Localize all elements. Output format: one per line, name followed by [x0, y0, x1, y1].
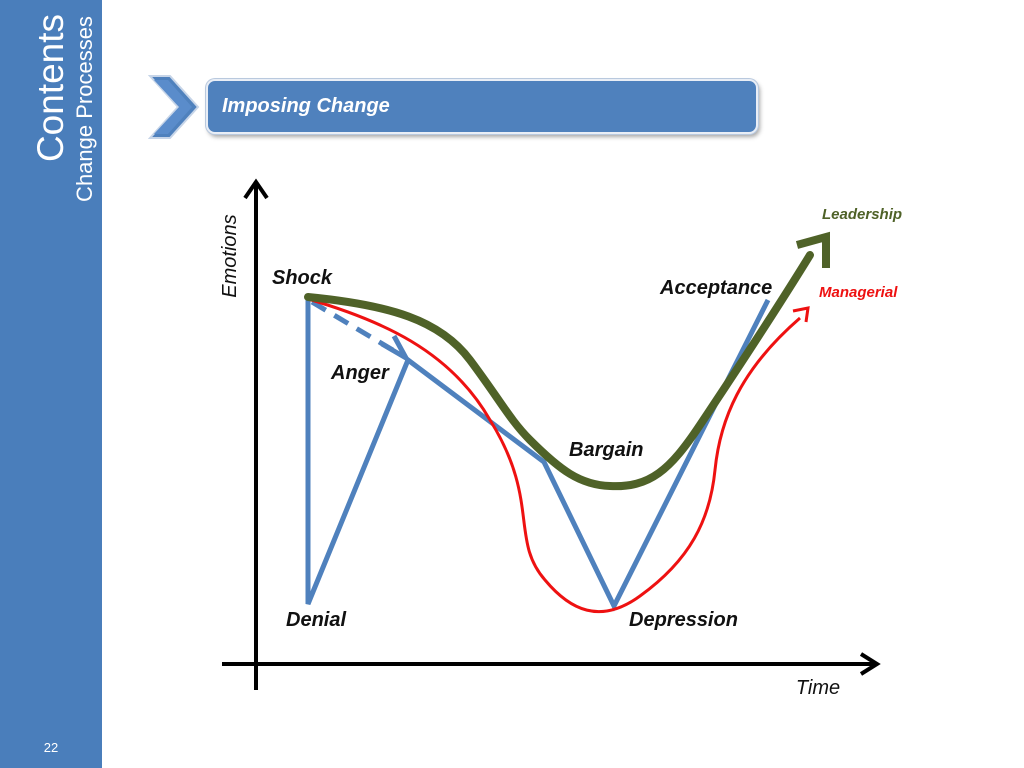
section-header: Imposing Change	[206, 79, 758, 134]
managerial-curve	[307, 297, 801, 613]
managerial-label: Managerial	[819, 284, 898, 301]
stage-label-depression: Depression	[629, 609, 738, 631]
managerial-arrowhead	[792, 306, 810, 323]
stage-label-bargain: Bargain	[569, 439, 643, 461]
chevron-right-icon	[148, 75, 200, 139]
x-axis-arrowhead	[859, 652, 881, 676]
sidebar: Contents Change Processes 22	[0, 0, 102, 768]
dashed-arrowhead	[380, 334, 413, 365]
stage-label-anger: Anger	[330, 362, 390, 384]
x-axis-label: Time	[796, 677, 840, 699]
shock-to-anger-dashed-arrow	[310, 299, 398, 355]
stages-line	[305, 298, 771, 612]
leadership-label: Leadership	[822, 206, 902, 223]
section-title: Imposing Change	[222, 95, 390, 117]
page-number: 22	[43, 740, 59, 755]
y-axis-arrowhead	[243, 178, 269, 200]
stage-label-shock: Shock	[272, 267, 333, 289]
leadership-curve	[304, 251, 814, 491]
stage-label-acceptance: Acceptance	[659, 277, 772, 299]
leadership-arrowhead	[795, 231, 830, 268]
stage-label-denial: Denial	[286, 609, 346, 631]
y-axis-label: Emotions	[219, 214, 241, 297]
